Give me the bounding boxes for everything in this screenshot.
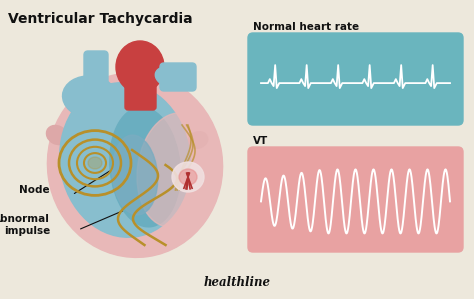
Ellipse shape bbox=[116, 41, 164, 93]
Ellipse shape bbox=[137, 113, 213, 227]
Ellipse shape bbox=[46, 126, 67, 144]
Ellipse shape bbox=[155, 67, 185, 87]
Ellipse shape bbox=[63, 76, 118, 118]
Ellipse shape bbox=[110, 107, 180, 227]
Ellipse shape bbox=[188, 132, 208, 148]
Text: Ventricular Tachycardia: Ventricular Tachycardia bbox=[8, 12, 192, 26]
FancyBboxPatch shape bbox=[84, 51, 108, 101]
Text: VT: VT bbox=[253, 136, 268, 146]
FancyBboxPatch shape bbox=[160, 63, 196, 91]
Ellipse shape bbox=[47, 73, 223, 257]
FancyBboxPatch shape bbox=[125, 74, 156, 110]
Text: Normal heart rate: Normal heart rate bbox=[253, 22, 359, 32]
Ellipse shape bbox=[88, 157, 102, 169]
Ellipse shape bbox=[172, 162, 204, 192]
Ellipse shape bbox=[112, 135, 158, 215]
Text: Node: Node bbox=[19, 185, 50, 195]
Text: healthline: healthline bbox=[203, 277, 271, 289]
FancyBboxPatch shape bbox=[248, 147, 463, 252]
Ellipse shape bbox=[60, 83, 190, 237]
Ellipse shape bbox=[179, 169, 197, 185]
FancyBboxPatch shape bbox=[248, 33, 463, 125]
Text: Abnormal
impulse: Abnormal impulse bbox=[0, 214, 50, 236]
